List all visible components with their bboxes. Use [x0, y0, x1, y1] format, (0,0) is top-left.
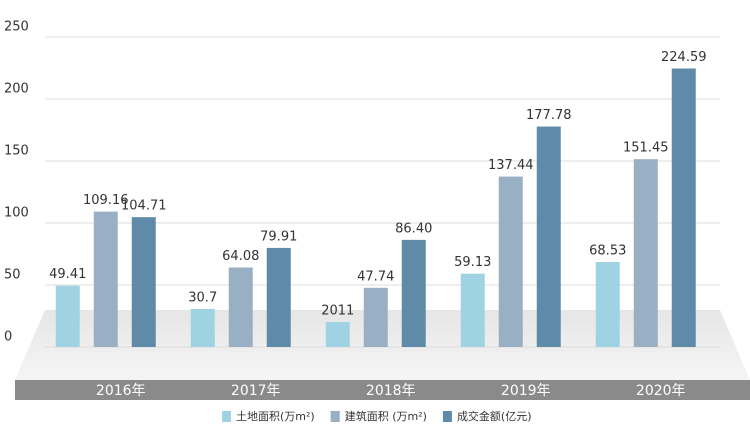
value-label: 64.08: [222, 249, 259, 264]
value-label: 86.40: [395, 221, 432, 236]
bar: [55, 285, 80, 347]
value-label: 224.59: [661, 50, 707, 65]
bar: [595, 262, 620, 347]
value-label: 30.7: [188, 290, 217, 305]
legend-swatch: [442, 411, 452, 422]
legend-label: 成交金额(亿元): [457, 409, 532, 423]
value-label: 49.41: [49, 267, 86, 282]
bar: [536, 126, 561, 348]
value-label: 59.13: [454, 255, 491, 270]
value-label: 79.91: [260, 229, 297, 244]
legend-swatch: [330, 411, 340, 422]
bar: [401, 239, 426, 347]
y-tick-label: 0: [4, 330, 12, 345]
value-label: 104.71: [121, 199, 167, 214]
bar: [266, 247, 291, 347]
legend-swatch: [222, 411, 231, 422]
bar: [671, 68, 696, 348]
x-tick-label: 2020年: [636, 383, 686, 399]
x-tick-label: 2018年: [366, 383, 416, 399]
y-tick-label: 50: [4, 268, 21, 283]
bar: [363, 287, 388, 347]
x-tick-label: 2019年: [501, 383, 551, 399]
y-tick-label: 150: [4, 144, 29, 159]
bar: [498, 176, 523, 347]
y-tick-label: 200: [4, 82, 29, 97]
bar: [460, 273, 485, 347]
x-tick-label: 2016年: [96, 383, 146, 399]
value-label: 68.53: [589, 244, 626, 259]
value-label: 151.45: [623, 141, 669, 156]
value-label: 177.78: [526, 108, 572, 123]
legend-label: 土地面积(万m²): [236, 410, 315, 423]
value-label: 2011: [321, 304, 354, 319]
legend-label: 建筑面积 (万m²): [345, 409, 427, 423]
bar: [93, 211, 118, 347]
value-label: 137.44: [488, 158, 534, 173]
bar: [325, 322, 350, 347]
x-tick-label: 2017年: [231, 383, 281, 399]
bar: [131, 217, 156, 347]
bar: [228, 267, 253, 347]
category-band: [15, 380, 750, 400]
bar: [190, 308, 215, 347]
bar: [633, 159, 658, 347]
value-label: 109.16: [83, 193, 129, 208]
value-label: 47.74: [357, 269, 394, 284]
y-tick-label: 250: [4, 20, 29, 35]
y-tick-label: 100: [4, 206, 29, 221]
